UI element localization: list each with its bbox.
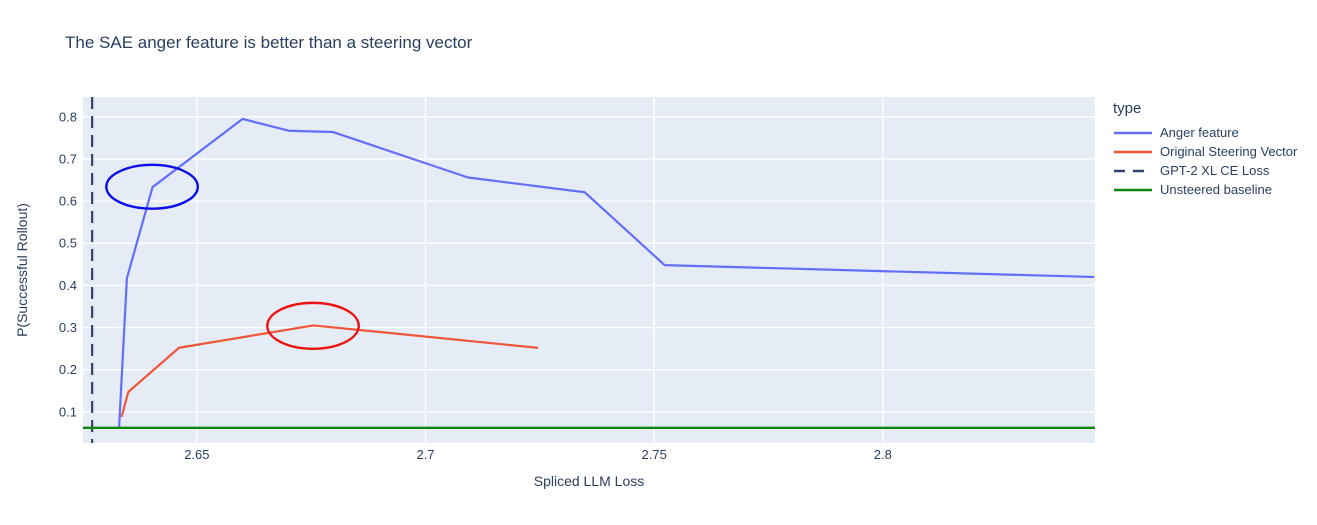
legend-item-label: Unsteered baseline [1160,182,1273,197]
x-axis-title: Spliced LLM Loss [534,473,645,489]
legend-swatch-original-steering-vector [1114,150,1152,153]
legend-item-unsteered-baseline[interactable]: Unsteered baseline [1113,180,1297,199]
legend-item-label: GPT-2 XL CE Loss [1160,163,1270,178]
legend-item-label: Anger feature [1160,125,1239,140]
x-tick-label: 2.7 [416,447,434,462]
x-tick-label: 2.75 [642,447,667,462]
y-tick-label: 0.6 [59,194,77,209]
plot-layer: 2.65 2.7 2.75 2.8 0.1 0.2 0.3 0.4 0.5 0.6 0.7 0.8 [59,97,1095,462]
y-tick-label: 0.7 [59,151,77,166]
y-tick-label: 0.1 [59,404,77,419]
legend-item-anger-feature[interactable]: Anger feature [1113,123,1297,142]
series-anger-feature [118,117,1095,428]
y-tick-label: 0.5 [59,236,77,251]
legend-swatch-unsteered-baseline [1114,188,1152,191]
legend-title: type [1113,100,1142,117]
x-tick-label: 2.8 [874,447,892,462]
y-tick-label: 0.4 [59,278,77,293]
legend-swatch-gpt-2-xl-ce-loss [1114,169,1152,172]
legend-item-original-steering-vector[interactable]: Original Steering Vector [1113,142,1297,161]
legend-item-gpt-2-xl-ce-loss[interactable]: GPT-2 XL CE Loss [1113,161,1297,180]
annotation-ellipse-2 [266,301,360,351]
legend-item-label: Original Steering Vector [1160,144,1298,159]
series-original-steering-vector [120,324,539,418]
y-tick-label: 0.2 [59,362,77,377]
legend-items: Anger feature Original Steering Vector GPT… [1113,123,1297,199]
y-axis-title: P(Successful Rollout) [14,203,30,337]
x-tick-label: 2.65 [184,447,209,462]
y-tick-label: 0.3 [59,320,77,335]
plot-area[interactable] [83,97,1095,443]
y-tick-label: 0.8 [59,109,77,124]
legend-swatch-anger-feature [1114,131,1152,134]
chart-title: The SAE anger feature is better than a s… [65,33,473,52]
legend: type Anger feature Original Steering Vect… [1113,100,1297,199]
annotation-ellipse-1 [105,163,199,210]
